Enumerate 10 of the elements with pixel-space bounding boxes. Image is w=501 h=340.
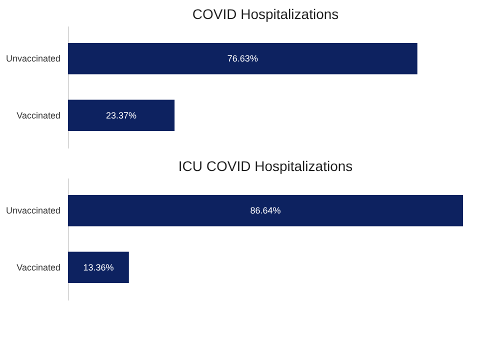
data-label: 13.36% bbox=[83, 262, 114, 272]
chart-title: COVID Hospitalizations bbox=[192, 6, 339, 22]
data-label: 23.37% bbox=[106, 110, 137, 120]
y-tick-label: Vaccinated bbox=[16, 110, 60, 120]
data-label: 86.64% bbox=[250, 206, 281, 216]
data-label: 76.63% bbox=[227, 54, 258, 64]
y-tick-label: Unvaccinated bbox=[6, 54, 60, 64]
y-tick-label: Vaccinated bbox=[16, 262, 60, 272]
chart-title: ICU COVID Hospitalizations bbox=[178, 158, 353, 174]
y-tick-label: Unvaccinated bbox=[6, 206, 60, 216]
